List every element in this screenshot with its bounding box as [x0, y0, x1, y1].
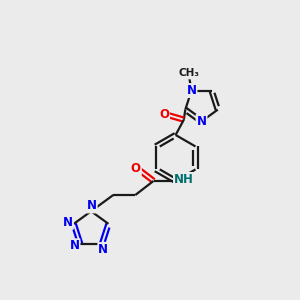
Text: N: N [70, 239, 80, 252]
Text: N: N [87, 200, 97, 212]
Text: N: N [63, 216, 73, 229]
Text: N: N [196, 115, 206, 128]
Text: CH₃: CH₃ [178, 68, 199, 79]
Text: O: O [159, 108, 169, 121]
Text: N: N [187, 84, 196, 97]
Text: N: N [98, 243, 108, 256]
Text: O: O [131, 162, 141, 175]
Text: NH: NH [174, 173, 194, 186]
